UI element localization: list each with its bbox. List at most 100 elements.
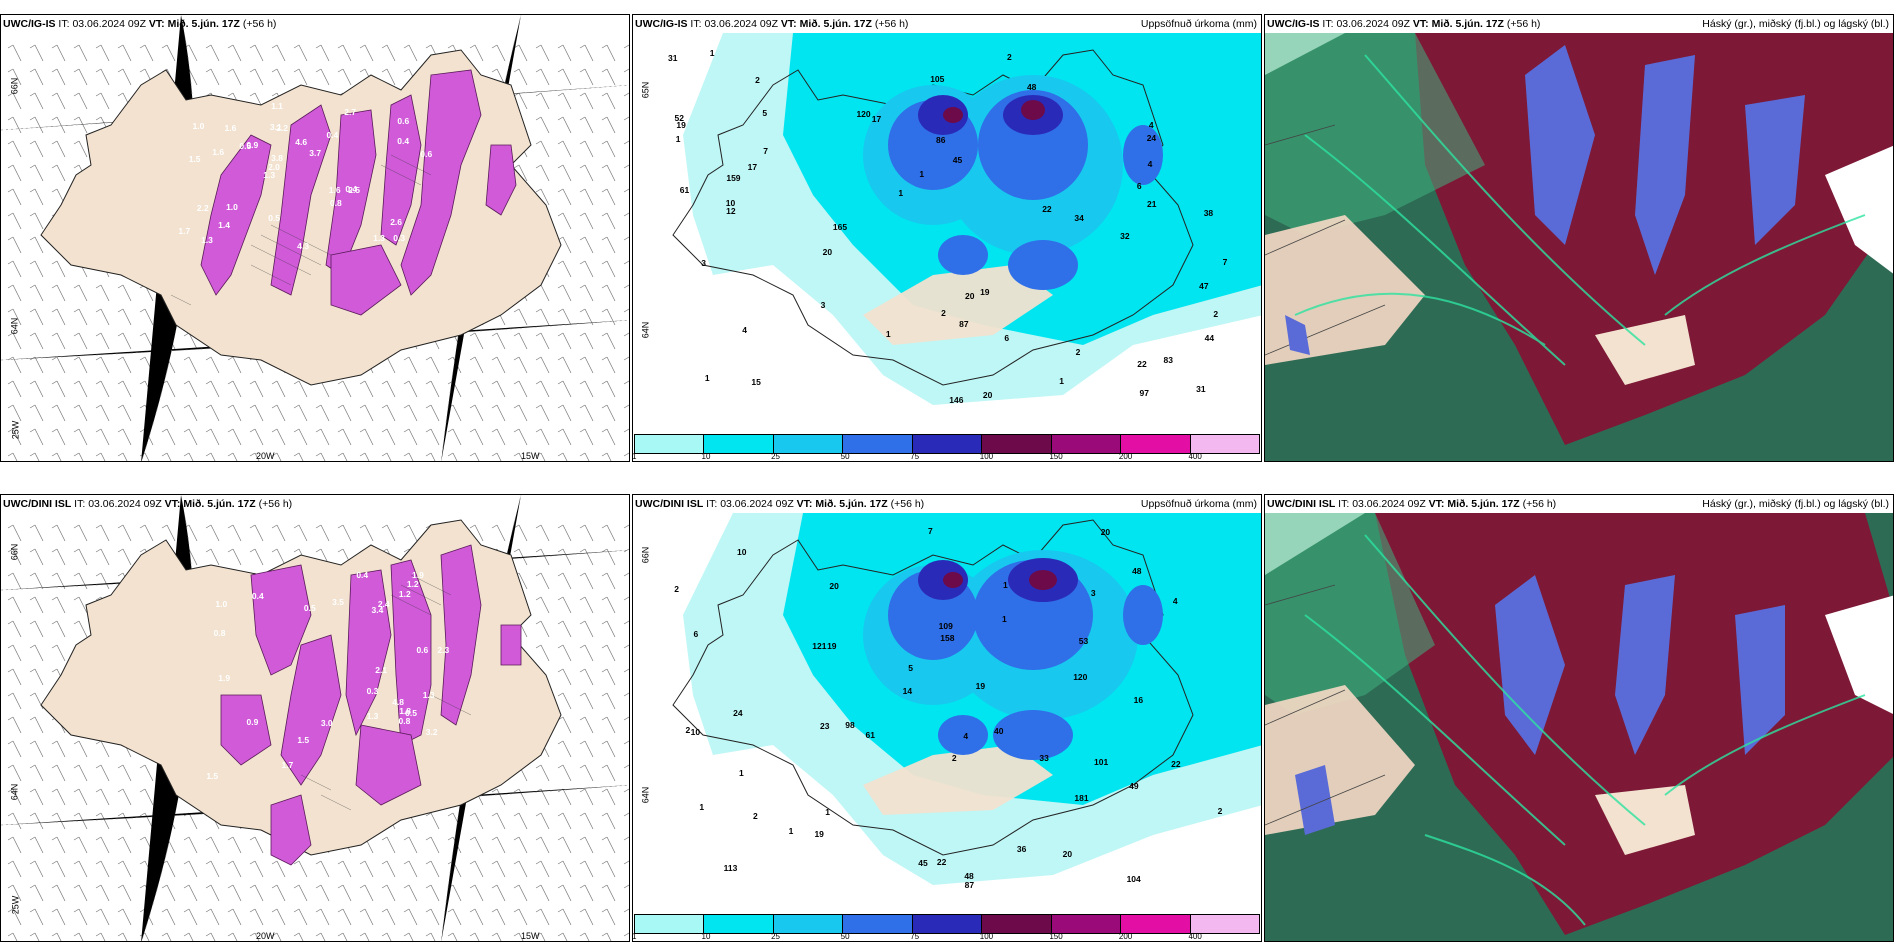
wind-barb — [51, 92, 66, 110]
wind-barb — [139, 788, 154, 806]
value-label: 1 — [1059, 376, 1064, 387]
value-label: 32 — [1120, 230, 1130, 241]
wind-barb — [623, 356, 629, 361]
value-label: 1.2 — [398, 588, 411, 599]
wind-barb — [183, 428, 198, 446]
value-label: 5 — [908, 662, 914, 673]
wind-barb — [7, 356, 22, 374]
precip-map — [633, 513, 1261, 925]
wind-barb — [601, 140, 616, 158]
wind-barb — [29, 908, 44, 926]
wind-barb — [359, 860, 374, 878]
wind-barb — [535, 932, 546, 941]
wind-barb — [95, 356, 110, 374]
wind-barb — [227, 452, 238, 461]
wind-barb — [623, 596, 629, 601]
value-label: 1 — [709, 48, 715, 59]
wind-barb — [315, 452, 326, 461]
wind-barb — [623, 572, 629, 577]
wind-barb — [513, 380, 528, 398]
wind-barb — [51, 884, 66, 902]
wind-barb — [29, 140, 44, 158]
wind-barb — [183, 452, 194, 461]
wind-barb — [601, 668, 616, 686]
value-label: 53 — [1078, 635, 1089, 646]
wind-barb — [601, 260, 616, 278]
wind-barb — [403, 524, 418, 542]
wind-barb — [337, 884, 352, 902]
wind-barb — [95, 68, 110, 86]
wind-barb — [535, 596, 550, 614]
wind-barb — [535, 92, 550, 110]
wind-barb — [425, 404, 440, 422]
lon-label: 20W — [256, 451, 275, 461]
lon-label: 15W — [521, 931, 540, 941]
value-label: 0.4 — [345, 183, 358, 194]
wind-barb — [425, 428, 440, 446]
value-label: 0.8 — [329, 198, 342, 209]
wind-barb — [557, 356, 572, 374]
value-label: 10 — [736, 547, 747, 558]
value-label: 44 — [1204, 332, 1215, 343]
value-label: 87 — [959, 318, 969, 329]
wind-barb — [557, 572, 572, 590]
wind-barb — [623, 668, 629, 673]
value-label: 2 — [674, 584, 679, 595]
wind-barb — [601, 44, 616, 62]
wind-barb — [601, 284, 616, 302]
panel-header: UWC/DINI ISL IT: 03.06.2024 09Z VT: Mið.… — [1267, 498, 1557, 510]
value-label: 2 — [941, 308, 946, 319]
wind-barb — [29, 716, 44, 734]
wind-barb — [205, 380, 220, 398]
wind-barb — [227, 380, 242, 398]
colorbar-segment — [1051, 435, 1122, 453]
wind-barb — [139, 764, 154, 782]
wind-barb — [51, 164, 66, 182]
wind-barb — [95, 308, 110, 326]
wind-barb — [403, 884, 418, 902]
wind-barb — [7, 764, 22, 782]
wind-barb — [623, 644, 629, 649]
wind-barb — [337, 404, 352, 422]
wind-barb — [315, 908, 330, 926]
value-label: 2.2 — [196, 203, 209, 214]
wind-barb — [73, 452, 84, 461]
wind-barb — [73, 596, 88, 614]
value-label: 7 — [927, 525, 933, 536]
wind-barb — [29, 668, 44, 686]
wind-barb — [7, 164, 22, 182]
wind-barb — [557, 692, 572, 710]
colorbar-segment — [912, 435, 983, 453]
wind-barb — [29, 428, 44, 446]
value-label: 3.5 — [332, 597, 344, 608]
value-label: 2.5 — [348, 185, 361, 196]
wind-barb — [7, 788, 22, 806]
wind-barb — [623, 716, 629, 721]
colorbar-segment — [773, 915, 844, 933]
wind-barb — [7, 740, 22, 758]
wind-barb — [29, 188, 44, 206]
wind-barb — [623, 308, 629, 313]
value-label: 1 — [675, 133, 681, 144]
wind-barb — [95, 44, 110, 62]
value-label: 2 — [1007, 51, 1012, 62]
lat-label: 64N — [9, 317, 20, 335]
wind-barb — [535, 812, 550, 830]
wind-barb — [579, 932, 590, 941]
wind-barb — [535, 332, 550, 350]
wind-barb — [7, 236, 22, 254]
wind-barb — [161, 932, 172, 941]
wind-barb — [227, 860, 242, 878]
wind-barb — [29, 332, 44, 350]
wind-barb — [623, 620, 629, 625]
wind-barb — [293, 428, 308, 446]
wind-barb — [117, 884, 132, 902]
wind-barb — [73, 44, 88, 62]
wind-barb — [29, 116, 44, 134]
value-label: 4.3 — [297, 241, 309, 252]
wind-barb — [623, 740, 629, 745]
value-label: 0.3 — [393, 232, 406, 243]
wind-barb — [271, 860, 286, 878]
wind-barb — [513, 44, 528, 62]
value-label: 38 — [1203, 208, 1214, 218]
